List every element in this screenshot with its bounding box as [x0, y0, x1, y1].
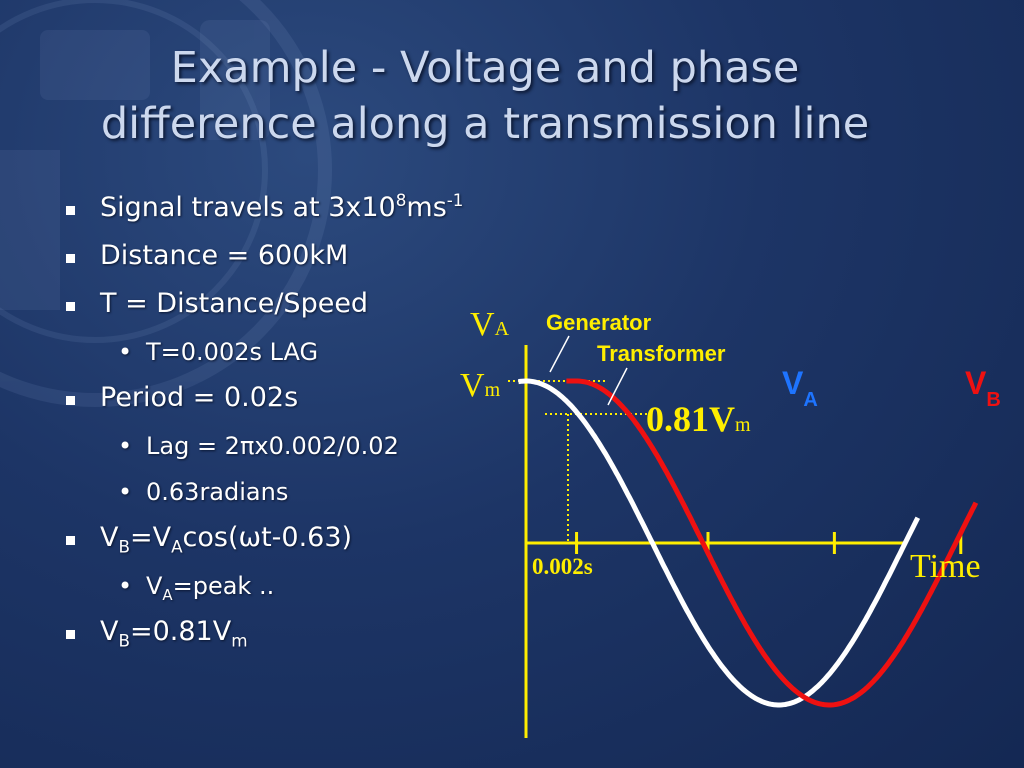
bullet-signal-speed: Signal travels at 3x108ms-1 — [62, 188, 532, 236]
sub-bullet-radians: 0.63radians — [62, 472, 532, 518]
bullet-period: Period = 0.02s — [62, 378, 532, 426]
bullet-list: Signal travels at 3x108ms-1 Distance = 6… — [62, 188, 532, 660]
generator-pointer — [549, 335, 570, 373]
level-label: 0.81Vm — [646, 399, 751, 439]
transformer-pointer — [607, 367, 628, 406]
sub-bullet-va-peak: VA=peak .. — [62, 566, 532, 612]
sub-bullet-time-value: T=0.002s LAG — [62, 332, 532, 378]
y-axis-label: VA — [470, 306, 510, 343]
bullet-distance: Distance = 600kM — [62, 236, 532, 284]
va-waveform — [517, 378, 921, 708]
slide-title: Example - Voltage and phase difference a… — [20, 40, 950, 152]
generator-label: Generator — [546, 310, 652, 335]
va-legend: VA — [782, 365, 818, 411]
bullet-vb-value: VB=0.81Vm — [62, 612, 532, 660]
delay-label: 0.002s — [532, 554, 593, 579]
vm-label: Vm — [460, 367, 501, 404]
slide-title-line-1: Example - Voltage and phase — [170, 43, 800, 93]
vb-legend: VB — [965, 365, 1001, 411]
sub-bullet-lag-formula: Lag = 2πx0.002/0.02 — [62, 426, 532, 472]
slide-title-line-2: difference along a transmission line — [100, 99, 870, 149]
transformer-label: Transformer — [597, 341, 726, 366]
vb-waveform — [565, 378, 979, 708]
time-label: Time — [910, 548, 981, 585]
bullet-time-formula: T = Distance/Speed — [62, 284, 532, 332]
bullet-vb-equation: VB=VAcos(ωt-0.63) — [62, 518, 532, 566]
